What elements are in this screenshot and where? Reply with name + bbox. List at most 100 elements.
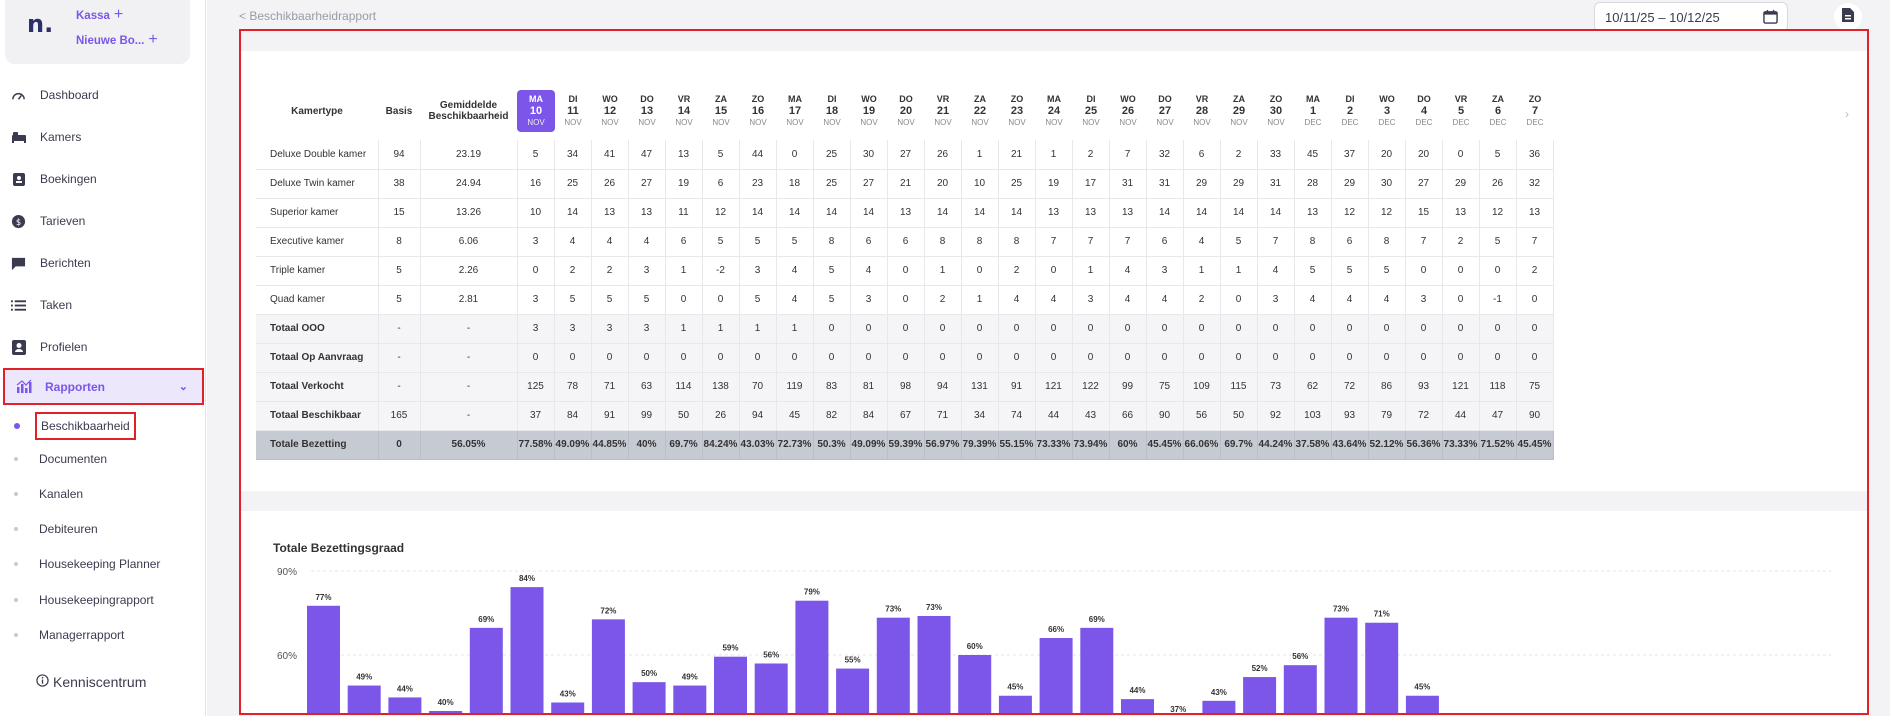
bar (836, 668, 870, 713)
cell-value: 7 (1405, 227, 1443, 257)
cell-value: 79.39% (961, 430, 999, 460)
bar-value-label: 50% (641, 669, 657, 678)
day-header: ZO 7 DEC (1516, 82, 1553, 140)
subnav-debiteuren[interactable]: Debiteuren (14, 522, 98, 536)
day-header: ZO 23 NOV (998, 82, 1035, 140)
cell-value: 2 (591, 256, 629, 286)
cell-value: 14 (554, 198, 592, 228)
subnav-housekeepingrapport[interactable]: Housekeepingrapport (14, 593, 154, 607)
sidebar-item-berichten[interactable]: Berichten (0, 246, 206, 280)
cell-value: 114 (665, 372, 703, 402)
prev-arrow-icon[interactable]: ‹ (495, 107, 499, 121)
subnav-managerrapport[interactable]: Managerrapport (14, 628, 124, 642)
kenniscentrum-link[interactable]: Kenniscentrum (36, 674, 146, 690)
col-header-gemiddelde-line1: Gemiddelde (439, 100, 498, 111)
sidebar-item-boekingen[interactable]: Boekingen (0, 162, 206, 196)
day-header-label: MA 10 NOV (517, 90, 555, 132)
cell-value: 50 (665, 401, 703, 431)
bar (1324, 617, 1358, 713)
cell-value: 2 (1516, 256, 1554, 286)
cell-value: 0 (1220, 314, 1258, 344)
cell-value: 74 (998, 401, 1036, 431)
day-header-weekday: DI (827, 94, 837, 104)
subnav-label: Housekeeping Planner (39, 557, 161, 571)
day-header-weekday: DO (1417, 94, 1431, 104)
day-header-label: ZA 6 DEC (1479, 90, 1517, 132)
bar-value-label: 55% (845, 656, 861, 665)
sidebar-item-rapporten[interactable]: Rapporten ⌄ (3, 368, 204, 405)
cell-value: 0 (1368, 314, 1406, 344)
cell-value: 3 (850, 285, 888, 315)
cell-basis: 165 (378, 401, 421, 431)
day-header: VR 21 NOV (924, 82, 961, 140)
day-header-date: 10 (529, 105, 543, 117)
cell-value: 0 (961, 314, 999, 344)
active-dot-icon (14, 423, 20, 429)
bar (1080, 627, 1114, 713)
bar-value-label: 66% (1048, 625, 1064, 634)
day-header-month: NOV (1082, 118, 1100, 127)
bar-value-label: 52% (1252, 664, 1268, 673)
day-header-label: ZO 30 NOV (1257, 90, 1295, 132)
day-header-date: 5 (1457, 105, 1465, 117)
day-header-weekday: DO (899, 94, 913, 104)
date-range-input[interactable]: 10/11/25 – 10/12/25 (1594, 2, 1788, 32)
cell-value: 21 (887, 169, 925, 199)
cell-value: 3 (517, 314, 555, 344)
day-header-weekday: MA (788, 94, 802, 104)
day-header-month: DEC (1452, 118, 1470, 127)
cell-value: 5 (739, 227, 777, 257)
subnav-documenten[interactable]: Documenten (14, 452, 107, 466)
calendar-icon[interactable] (1763, 9, 1778, 27)
cell-value: 3 (628, 314, 666, 344)
cell-value: 1 (1035, 140, 1073, 170)
cell-value: 27 (887, 140, 925, 170)
cell-value: 73.94% (1072, 430, 1110, 460)
cell-basis: 5 (378, 256, 421, 286)
cell-value: 45.45% (1516, 430, 1554, 460)
next-arrow-icon[interactable]: › (1845, 107, 1849, 121)
sidebar-item-taken[interactable]: Taken (0, 288, 206, 322)
cell-value: 23 (739, 169, 777, 199)
cell-value: 71 (924, 401, 962, 431)
cell-value: 14 (924, 198, 962, 228)
cell-value: 0 (1516, 314, 1554, 344)
sidebar-item-dashboard[interactable]: Dashboard (0, 78, 206, 112)
cell-value: 13 (1072, 198, 1110, 228)
cell-value: 14 (961, 198, 999, 228)
quick-kassa-button[interactable]: Kassa + (76, 6, 123, 24)
sidebar-item-profielen[interactable]: Profielen (0, 330, 206, 364)
cell-value: 0 (1442, 285, 1480, 315)
cell-value: 8 (813, 227, 851, 257)
cell-value: 0 (887, 343, 925, 373)
quick-new-booking-button[interactable]: Nieuwe Bo... + (76, 31, 158, 49)
export-button[interactable] (1834, 3, 1862, 31)
subnav-kanalen[interactable]: Kanalen (14, 487, 83, 501)
y-tick-label: 60% (277, 651, 297, 662)
subnav-housekeeping-planner[interactable]: Housekeeping Planner (14, 557, 160, 571)
cell-value: 84 (850, 401, 888, 431)
cell-value: 20 (924, 169, 962, 199)
subnav-label: Managerrapport (39, 628, 125, 642)
cell-value: 3 (1405, 285, 1443, 315)
cell-value: 121 (1035, 372, 1073, 402)
cell-value: 1 (739, 314, 777, 344)
quick-new-booking-label: Nieuwe Bo... (76, 35, 145, 47)
sidebar-item-kamers[interactable]: Kamers (0, 120, 206, 154)
sidebar-item-tarieven[interactable]: $ Tarieven (0, 204, 206, 238)
subnav-beschikbaarheid[interactable]: Beschikbaarheid (14, 412, 136, 440)
cell-value: 0 (1257, 314, 1295, 344)
back-link[interactable]: < Beschikbaarheidrapport (239, 9, 377, 23)
day-header-weekday: DI (1086, 94, 1096, 104)
cell-value: 4 (554, 227, 592, 257)
info-icon (36, 674, 49, 690)
cell-value: 12 (1479, 198, 1517, 228)
day-header-month: DEC (1415, 118, 1433, 127)
bookings-icon (10, 171, 27, 188)
table-row: Deluxe Twin kamer 38 24.94 16 25 26 27 19 6 23 18 2… (256, 169, 1554, 199)
day-header: ZA 22 NOV (961, 82, 998, 140)
cell-value: 0 (776, 140, 814, 170)
cell-name: Superior kamer (256, 198, 379, 228)
table-row: Deluxe Double kamer 94 23.19 5 34 41 47 13 5 44 0 2… (256, 140, 1554, 170)
cell-value: 0 (1405, 256, 1443, 286)
